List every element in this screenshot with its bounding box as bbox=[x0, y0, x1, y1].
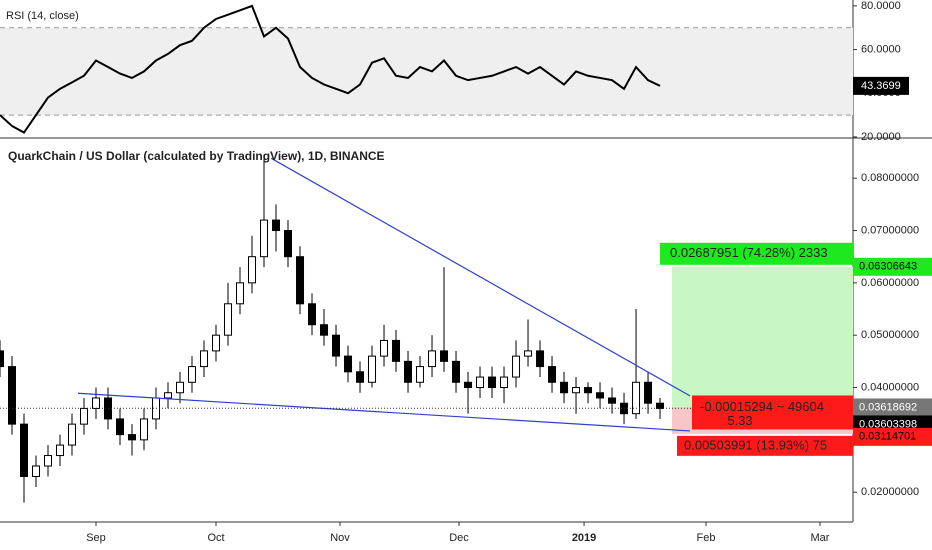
y-tick-label: 80.0000 bbox=[861, 0, 901, 12]
candle-body bbox=[272, 219, 281, 232]
candle-body bbox=[140, 418, 149, 441]
candle-body bbox=[512, 355, 521, 378]
candle-body bbox=[212, 334, 221, 352]
y-tick-label: 60.0000 bbox=[861, 43, 901, 55]
y-tick-label: 0.02000000 bbox=[861, 486, 919, 498]
candle-body bbox=[332, 334, 341, 357]
candle-body bbox=[224, 303, 233, 336]
candle-body bbox=[644, 381, 653, 404]
candle-body bbox=[560, 381, 569, 394]
rsi-band bbox=[0, 27, 853, 116]
stop-label-box bbox=[677, 435, 853, 456]
candle-body bbox=[0, 350, 4, 368]
candle-body bbox=[164, 392, 173, 399]
candle-body bbox=[404, 360, 413, 383]
ratio-label: 5.33 bbox=[727, 413, 752, 428]
rsi-title: RSI (14, close) bbox=[6, 10, 79, 22]
y-tick-label: 0.05000000 bbox=[861, 329, 919, 341]
candle-body bbox=[116, 418, 125, 436]
candle-body bbox=[392, 339, 401, 362]
candle-body bbox=[632, 381, 641, 415]
trendline bbox=[270, 157, 691, 397]
candle-body bbox=[320, 324, 329, 336]
candle-body bbox=[8, 366, 17, 425]
candle-body bbox=[596, 392, 605, 399]
candle-body bbox=[440, 350, 449, 362]
candle-body bbox=[464, 381, 473, 389]
candle-body bbox=[368, 355, 377, 383]
candle-body bbox=[500, 376, 509, 389]
entry-price-tag-box bbox=[853, 398, 932, 417]
entry-price-tag: 0.03618692 bbox=[859, 401, 917, 413]
stop-price-tag: 0.03114701 bbox=[859, 431, 916, 443]
candle-body bbox=[248, 256, 257, 284]
candle-body bbox=[284, 230, 293, 258]
x-tick-label: 2019 bbox=[572, 532, 596, 544]
target-price-tag-box bbox=[853, 257, 932, 276]
candle-body bbox=[44, 455, 53, 467]
pnl-label: -0.00015294 ~ 49604 bbox=[700, 399, 824, 414]
candle-body bbox=[416, 366, 425, 383]
candle-body bbox=[428, 350, 437, 368]
trendline bbox=[77, 392, 691, 432]
candle-body bbox=[452, 360, 461, 383]
target-price-tag: 0.06306643 bbox=[859, 261, 917, 273]
candle-body bbox=[56, 444, 65, 457]
candle-body bbox=[524, 350, 533, 357]
candle-body bbox=[476, 376, 485, 389]
last-value-box bbox=[853, 76, 909, 95]
candle-body bbox=[356, 371, 365, 383]
target-label-box bbox=[660, 242, 853, 265]
candle-body bbox=[344, 355, 353, 373]
candle-body bbox=[656, 402, 665, 409]
candle-body bbox=[536, 350, 545, 368]
x-tick-label: Oct bbox=[207, 532, 224, 544]
y-tick-label: 0.04000000 bbox=[861, 381, 919, 393]
stop-label: 0.00503991 (13.93%) 75 bbox=[684, 437, 827, 452]
y-tick-label: 0.06000000 bbox=[861, 277, 919, 289]
candle-body bbox=[200, 350, 209, 368]
last-value-label: 43.3699 bbox=[861, 80, 901, 92]
pnl-label-box bbox=[692, 395, 853, 430]
candle-body bbox=[308, 303, 317, 326]
candle-body bbox=[128, 434, 137, 441]
target-label: 0.02687951 (74.28%) 2333 bbox=[670, 245, 828, 260]
y-tick-label: 0.08000000 bbox=[861, 172, 919, 184]
candle-body bbox=[32, 465, 41, 477]
stop-price-tag-box bbox=[853, 427, 932, 446]
candle-body bbox=[80, 407, 89, 425]
candle-body bbox=[20, 423, 29, 477]
x-tick-label: Feb bbox=[697, 532, 716, 544]
candle-body bbox=[380, 339, 389, 357]
rsi-line bbox=[0, 4, 661, 134]
target-zone bbox=[672, 266, 853, 408]
candle-body bbox=[584, 387, 593, 394]
last-price-tag: 0.03603398 bbox=[859, 418, 917, 430]
price-title: QuarkChain / US Dollar (calculated by Tr… bbox=[8, 149, 385, 163]
candle-body bbox=[188, 366, 197, 383]
candle-body bbox=[572, 387, 581, 394]
x-tick-label: Dec bbox=[449, 532, 469, 544]
candle-body bbox=[608, 397, 617, 404]
x-tick-label: Mar bbox=[811, 532, 830, 544]
x-tick-label: Sep bbox=[86, 532, 106, 544]
y-tick-label: 0.07000000 bbox=[861, 224, 919, 236]
candle-body bbox=[260, 219, 269, 258]
candle-body bbox=[548, 366, 557, 383]
y-tick-label: 20.0000 bbox=[861, 131, 901, 143]
candle-body bbox=[488, 376, 497, 389]
x-tick-label: Nov bbox=[330, 532, 350, 544]
candle-body bbox=[236, 282, 245, 305]
candle-body bbox=[92, 397, 101, 409]
candle-body bbox=[176, 381, 185, 394]
candle-body bbox=[296, 256, 305, 305]
candle-body bbox=[68, 423, 77, 446]
